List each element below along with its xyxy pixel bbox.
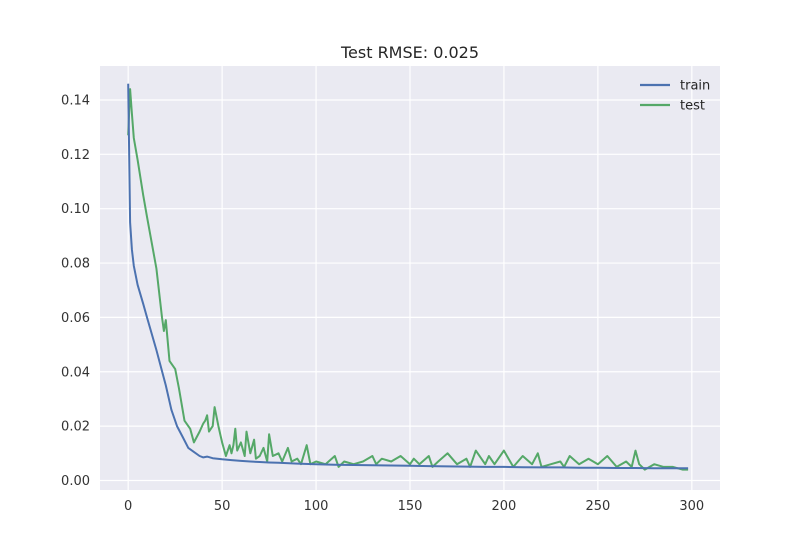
- x-axis-ticks: 0 50 100 150 200 250 300: [124, 499, 704, 514]
- y-axis-ticks: 0.00 0.02 0.04 0.06 0.08 0.10 0.12 0.14: [61, 93, 90, 489]
- series-line-train: [127, 83, 689, 470]
- y-tick-label: 0.08: [61, 257, 90, 272]
- y-tick-label: 0.12: [61, 148, 90, 163]
- legend-label-test: test: [680, 99, 705, 114]
- x-tick-label: 100: [304, 499, 329, 514]
- grid-lines: [100, 66, 720, 490]
- y-tick-label: 0.02: [61, 420, 90, 435]
- x-tick-label: 250: [585, 499, 610, 514]
- x-tick-label: 50: [214, 499, 231, 514]
- y-tick-label: 0.06: [61, 311, 90, 326]
- y-tick-label: 0.10: [61, 202, 90, 217]
- x-tick-label: 0: [124, 499, 132, 514]
- x-tick-label: 200: [492, 499, 517, 514]
- y-tick-label: 0.00: [61, 474, 90, 489]
- legend: train test: [640, 79, 710, 114]
- x-tick-label: 150: [398, 499, 423, 514]
- chart-title: Test RMSE: 0.025: [340, 43, 479, 62]
- series-line-test: [127, 88, 689, 471]
- y-tick-label: 0.14: [61, 93, 90, 108]
- y-tick-label: 0.04: [61, 365, 90, 380]
- legend-label-train: train: [680, 79, 710, 94]
- x-tick-label: 300: [679, 499, 704, 514]
- series-layer: [127, 83, 689, 471]
